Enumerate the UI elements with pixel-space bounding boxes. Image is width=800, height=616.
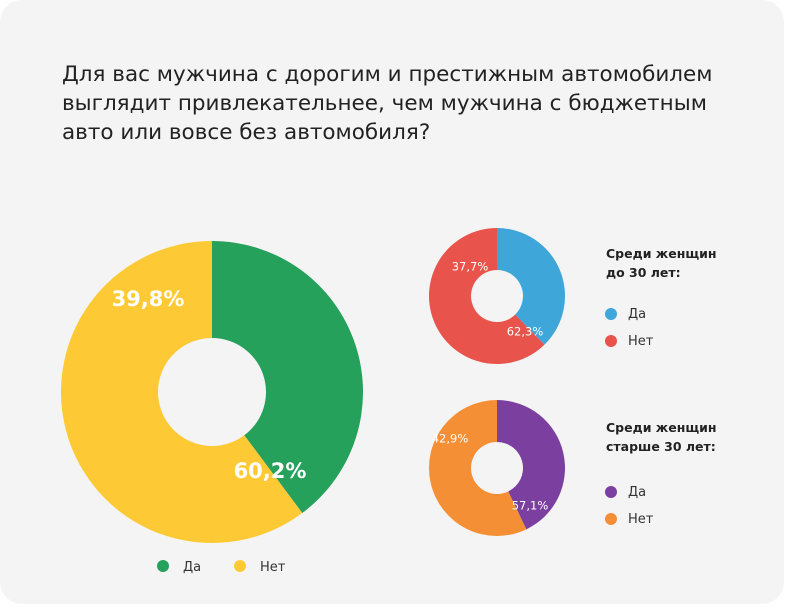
chart-2-slice-1 bbox=[497, 228, 565, 345]
chart-3-slice-1 bbox=[497, 400, 565, 530]
chart-1-slice-2 bbox=[61, 241, 303, 543]
chart-3-legend-marker-1 bbox=[605, 486, 617, 498]
chart-2-legend-marker-1 bbox=[605, 308, 617, 320]
chart-2-slice-label-1: 37,7% bbox=[452, 260, 489, 274]
chart-1-legend-label-1: Да bbox=[183, 560, 201, 575]
chart-3-title-line-1: Среди женщин bbox=[606, 420, 717, 435]
chart-3-title-line-2: старше 30 лет: bbox=[606, 439, 716, 454]
chart-1-slice-1 bbox=[212, 241, 363, 514]
chart-title: Для вас мужчина с дорогим и престижным а… bbox=[62, 62, 713, 145]
donut-chart-3: 42,9% 57,1% Среди женщин старше 30 лет: Да Не… bbox=[428, 400, 717, 536]
donut-chart-2: 37,7% 62,3% Среди женщин до 30 лет: Да Нет bbox=[428, 227, 717, 364]
chart-3-legend-label-2: Нет bbox=[628, 512, 654, 527]
chart-2-title-line-2: до 30 лет: bbox=[606, 265, 681, 280]
chart-1-slice-label-1: 39,8% bbox=[112, 287, 185, 311]
chart-2-legend-marker-2 bbox=[605, 335, 617, 347]
chart-2-legend-label-1: Да bbox=[628, 307, 646, 322]
chart-3-legend-marker-2 bbox=[605, 513, 617, 525]
donut-chart-1: 39,8% 60,2% Да Нет bbox=[61, 241, 363, 575]
chart-3-slice-2 bbox=[428, 400, 527, 536]
chart-1-slice-label-2: 60,2% bbox=[234, 459, 307, 483]
chart-1-legend-marker-2 bbox=[234, 560, 246, 572]
chart-1-legend-label-2: Нет bbox=[260, 560, 286, 575]
chart-1-legend-marker-1 bbox=[157, 560, 169, 572]
chart-2-legend-label-2: Нет bbox=[628, 334, 654, 349]
chart-2-slice-2 bbox=[428, 227, 545, 364]
chart-2-slice-label-2: 62,3% bbox=[507, 325, 544, 339]
chart-3-legend-label-1: Да bbox=[628, 485, 646, 500]
chart-3-slice-label-1: 42,9% bbox=[432, 432, 469, 446]
chart-2-title-line-1: Среди женщин bbox=[606, 246, 717, 261]
chart-3-slice-label-2: 57,1% bbox=[512, 499, 549, 513]
